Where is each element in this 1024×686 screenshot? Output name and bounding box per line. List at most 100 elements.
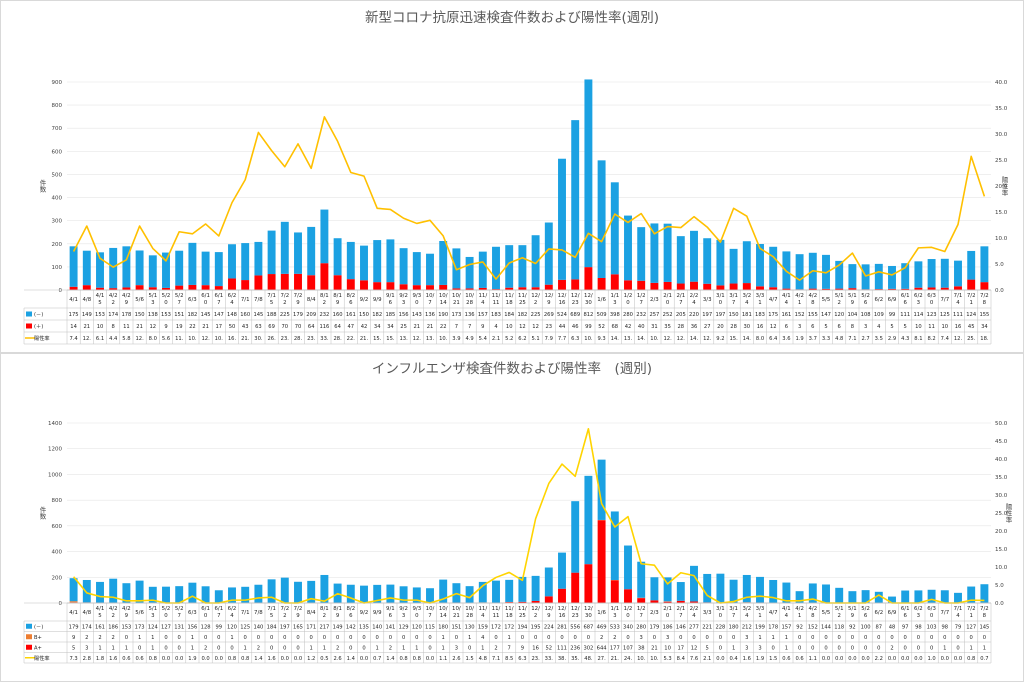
table-cell: 7.4 bbox=[69, 336, 78, 342]
table-cell: 3 bbox=[85, 645, 88, 651]
y2-tick-label: 25.0 bbox=[995, 158, 1008, 164]
y-tick-label: 700 bbox=[52, 126, 63, 132]
bar-negative bbox=[848, 591, 856, 603]
y-tick-label: 800 bbox=[52, 498, 63, 504]
bar-positive bbox=[584, 564, 592, 603]
table-cell: 1 bbox=[970, 645, 973, 651]
table-cell: 149 bbox=[333, 624, 343, 630]
table-cell: 0.0 bbox=[822, 656, 830, 662]
table-cell: 2 bbox=[257, 645, 260, 651]
bar-negative bbox=[254, 242, 262, 276]
table-cell: 0 bbox=[851, 635, 854, 641]
table-cell: 0.0 bbox=[835, 656, 843, 662]
y-tick-label: 300 bbox=[52, 219, 63, 225]
table-cell: 156 bbox=[399, 312, 409, 318]
table-cell: 160 bbox=[333, 312, 343, 318]
table-cell: 2 bbox=[890, 645, 893, 651]
x-category-label: 4/7 bbox=[769, 297, 778, 303]
table-cell: 0 bbox=[851, 645, 854, 651]
bar-positive bbox=[439, 285, 447, 290]
table-cell: 0 bbox=[389, 635, 392, 641]
bar-negative bbox=[664, 224, 672, 282]
table-cell: 0 bbox=[890, 635, 893, 641]
table-cell: 135 bbox=[359, 624, 369, 630]
table-cell: 0 bbox=[164, 645, 167, 651]
x-category-label: 1/6 bbox=[597, 610, 606, 616]
table-cell: 21 bbox=[413, 324, 420, 330]
table-cell: 1 bbox=[785, 635, 788, 641]
table-cell: 172 bbox=[491, 624, 501, 630]
bar-negative bbox=[756, 577, 764, 603]
table-cell: 0 bbox=[983, 635, 986, 641]
x-category-label: 12/2 bbox=[531, 606, 540, 619]
table-cell: 92 bbox=[796, 624, 803, 630]
table-cell: 194 bbox=[517, 624, 528, 630]
table-cell: 183 bbox=[491, 312, 501, 318]
table-cell: 7.6 bbox=[690, 656, 698, 662]
bar-negative bbox=[70, 246, 78, 286]
table-cell: 0.6 bbox=[795, 656, 803, 662]
table-cell: 0 bbox=[877, 645, 880, 651]
table-cell: 0.8 bbox=[967, 656, 975, 662]
table-cell: 17 bbox=[215, 324, 222, 330]
table-cell: 1 bbox=[508, 635, 511, 641]
bar-negative bbox=[835, 588, 843, 603]
table-cell: 1 bbox=[310, 645, 313, 651]
bar-positive bbox=[967, 280, 975, 290]
bar-negative bbox=[690, 566, 698, 602]
bar-positive bbox=[268, 274, 276, 290]
table-cell: 0.0 bbox=[954, 656, 962, 662]
table-cell: 7.1 bbox=[492, 656, 500, 662]
table-cell: 236 bbox=[570, 645, 580, 651]
x-category-label: 12/9 bbox=[544, 606, 553, 619]
table-cell: 174 bbox=[108, 312, 119, 318]
bar-negative bbox=[954, 593, 962, 603]
table-cell: 120 bbox=[227, 624, 237, 630]
chart-2: インフルエンザ検査件数および陽性率 (週別)020040060080010001… bbox=[24, 360, 1012, 663]
bar-positive bbox=[413, 285, 421, 290]
x-category-label: 9/2 bbox=[360, 610, 369, 616]
table-cell: 141 bbox=[385, 624, 395, 630]
table-cell: 0 bbox=[917, 635, 920, 641]
y-tick-label: 1200 bbox=[48, 447, 62, 453]
table-cell: 179 bbox=[293, 312, 303, 318]
table-cell: 0 bbox=[296, 645, 299, 651]
bar-positive bbox=[598, 520, 606, 603]
table-cell: 0 bbox=[534, 635, 537, 641]
bar-negative bbox=[281, 222, 289, 274]
bar-positive bbox=[347, 279, 355, 290]
table-cell: 0 bbox=[402, 635, 405, 641]
table-cell: 99 bbox=[889, 312, 896, 318]
bar-negative bbox=[571, 501, 579, 572]
table-cell: 280 bbox=[636, 624, 646, 630]
table-cell: 124 bbox=[148, 624, 159, 630]
table-cell: 0 bbox=[283, 635, 286, 641]
bar-positive bbox=[558, 589, 566, 603]
table-cell: 398 bbox=[610, 312, 620, 318]
table-cell: 0.7 bbox=[373, 656, 381, 662]
table-cell: 228 bbox=[715, 624, 725, 630]
table-cell: 0 bbox=[626, 635, 629, 641]
table-cell: 111 bbox=[900, 312, 910, 318]
table-cell: 27. bbox=[597, 656, 606, 662]
table-cell: 1.4 bbox=[347, 656, 356, 662]
bar-positive bbox=[83, 285, 91, 290]
bar-positive bbox=[637, 281, 645, 290]
y2-tick-label: 45.0 bbox=[995, 439, 1008, 445]
table-cell: 252 bbox=[663, 312, 673, 318]
table-cell: 26. bbox=[267, 336, 276, 342]
table-cell: 11. bbox=[175, 336, 184, 342]
